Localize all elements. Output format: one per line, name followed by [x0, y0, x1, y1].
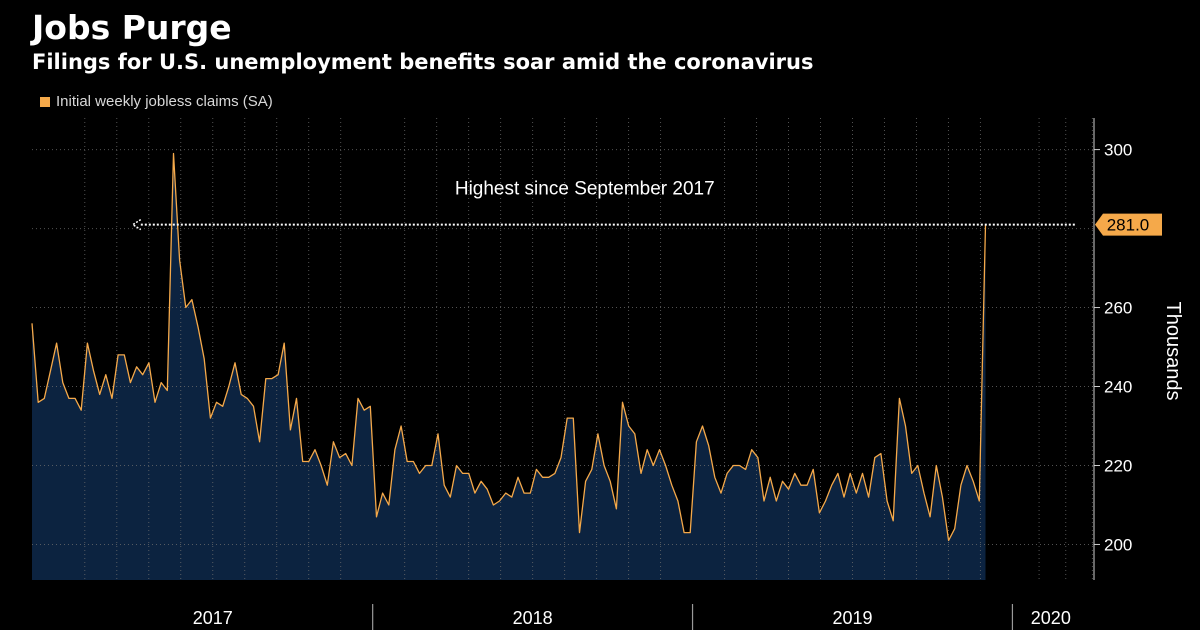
legend: Initial weekly jobless claims (SA)	[40, 93, 273, 110]
chart-subtitle: Filings for U.S. unemployment benefits s…	[32, 50, 814, 74]
last-value-badge	[1095, 213, 1162, 236]
series-area-fill	[32, 153, 986, 580]
series-line	[31, 152, 987, 542]
y-tick-label: 240	[1104, 378, 1132, 397]
annotation-text: Highest since September 2017	[455, 179, 715, 200]
y-axis-title: Thousands	[1162, 302, 1184, 401]
x-year-label: 2017	[193, 608, 233, 628]
y-tick-label: 260	[1104, 299, 1132, 318]
y-tick-label: 200	[1104, 535, 1132, 554]
legend-label: Initial weekly jobless claims (SA)	[56, 93, 273, 110]
y-tick-label: 220	[1104, 456, 1132, 475]
x-year-label: 2018	[513, 608, 553, 628]
chart-title: Jobs Purge	[32, 8, 232, 47]
x-year-label: 2020	[1031, 608, 1071, 628]
annotation-arrow-head	[131, 218, 142, 231]
y-tick-label: 300	[1104, 141, 1132, 160]
last-value-label: 281.0	[1107, 216, 1150, 235]
legend-swatch	[40, 96, 50, 107]
x-year-label: 2019	[832, 608, 872, 628]
